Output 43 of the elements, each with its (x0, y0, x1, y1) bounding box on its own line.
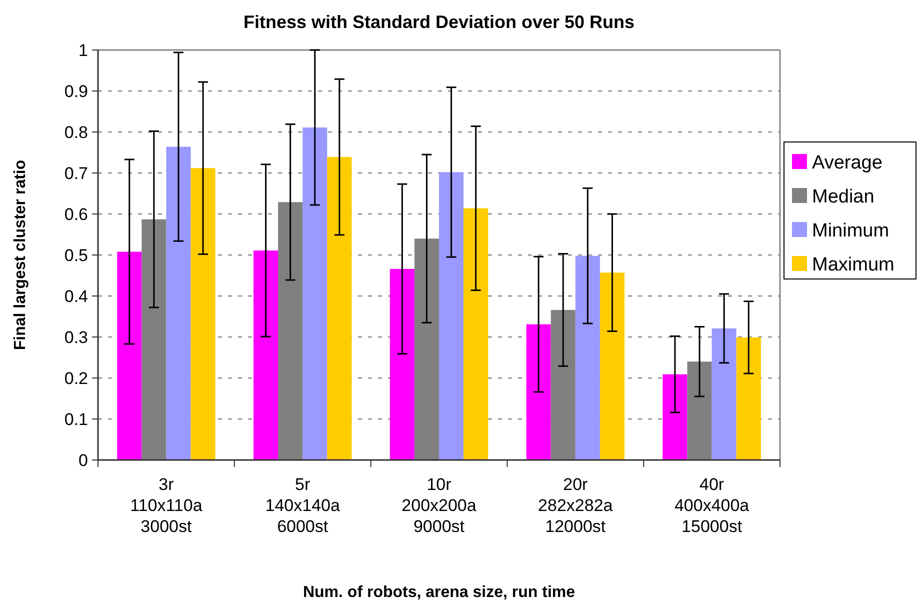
y-tick-label: 0.2 (64, 368, 88, 388)
y-tick-label: 0 (78, 450, 88, 470)
bar (600, 272, 625, 460)
chart-title: Fitness with Standard Deviation over 50 Runs (243, 12, 635, 32)
bar (526, 324, 551, 460)
bar (464, 208, 488, 460)
y-tick-label: 0.1 (64, 410, 88, 429)
y-tick-label: 0.7 (64, 164, 88, 183)
bar (736, 337, 761, 460)
legend-label: Minimum (812, 220, 890, 242)
bar (687, 362, 712, 460)
y-tick-label: 0.9 (64, 82, 88, 101)
bar (302, 127, 328, 460)
y-tick-label: 0.6 (64, 204, 88, 224)
legend-label: Maximum (812, 254, 894, 276)
bar (439, 172, 464, 460)
bar (166, 146, 191, 460)
bar (253, 250, 278, 460)
bar (414, 238, 439, 460)
legend-label: Median (812, 186, 874, 208)
bar (278, 202, 303, 460)
x-tick-label: 40r 400x400a 15000st (674, 475, 750, 536)
x-tick-label: 10r 200x200a 9000st (402, 475, 477, 536)
y-tick-label: 0.5 (64, 246, 88, 265)
y-tick-label: 1 (78, 40, 88, 60)
x-tick-label: 3r 110x110a 3000st (130, 475, 203, 536)
bar (575, 256, 600, 460)
bar (117, 252, 142, 460)
y-tick-label: 0.4 (64, 286, 88, 306)
bar (190, 168, 216, 460)
bar (712, 328, 736, 460)
legend-label: Average (812, 152, 882, 174)
x-tick-label: 20r 282x282a 12000st (538, 475, 614, 536)
x-tick-label: 5r 140x140a 6000st (265, 475, 340, 536)
bar (327, 157, 352, 460)
bar (662, 374, 688, 460)
bar (550, 310, 576, 460)
y-tick-label: 0.3 (64, 328, 88, 347)
bar (390, 268, 414, 460)
x-axis-title: Num. of robots, arena size, run time (302, 584, 576, 601)
y-tick-label: 0.8 (64, 122, 88, 142)
y-axis-title: Final largest cluster ratio (12, 160, 29, 350)
bar (142, 219, 166, 460)
